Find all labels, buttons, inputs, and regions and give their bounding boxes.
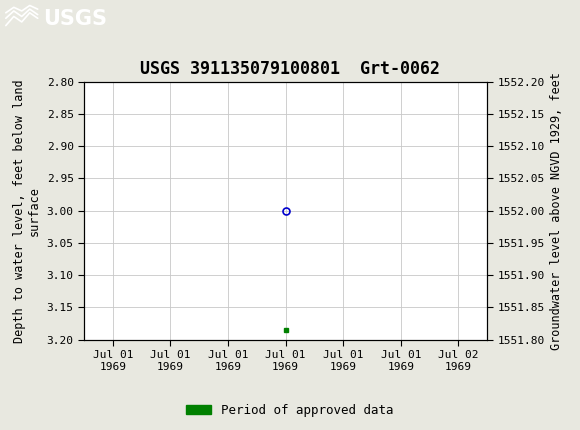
Y-axis label: Depth to water level, feet below land
surface: Depth to water level, feet below land su… [13, 79, 41, 343]
Text: USGS 391135079100801  Grt-0062: USGS 391135079100801 Grt-0062 [140, 60, 440, 78]
Text: USGS: USGS [44, 9, 107, 29]
Y-axis label: Groundwater level above NGVD 1929, feet: Groundwater level above NGVD 1929, feet [550, 72, 563, 350]
Legend: Period of approved data: Period of approved data [181, 399, 399, 421]
